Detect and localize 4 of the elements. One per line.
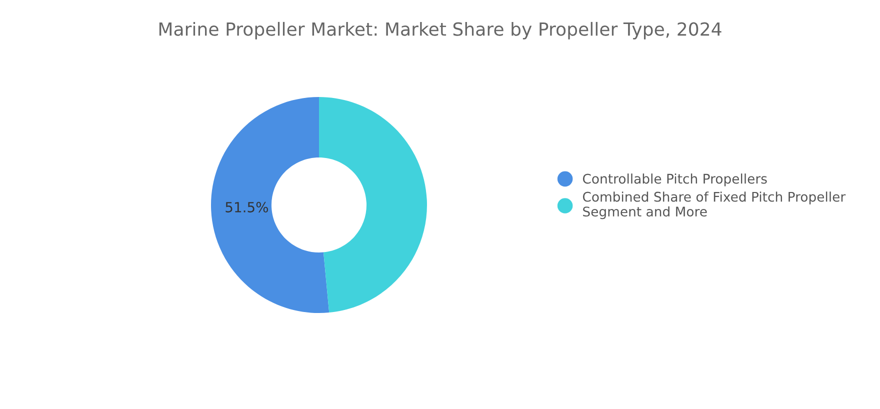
data-label: 51.5% — [226, 202, 268, 212]
chart-title: Marine Propeller Market: Market Share by Propeller Type, 2024 — [159, 22, 722, 40]
legend-label: Combined Share of Fixed Pitch Propeller Segment and More — [582, 192, 846, 220]
legend-label: Controllable Pitch Propellers — [582, 174, 767, 186]
